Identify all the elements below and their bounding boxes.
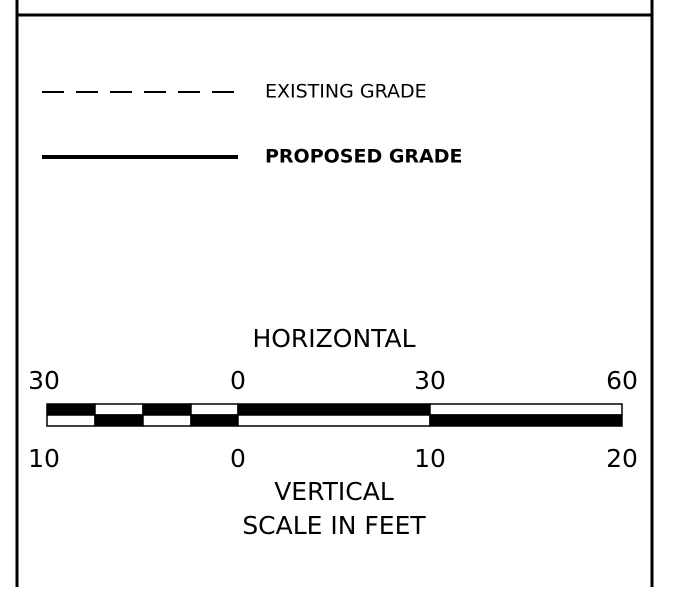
legend-label: PROPOSED GRADE [265,146,463,168]
bar-segment [237,403,431,416]
bar-segment [429,414,623,427]
bar-segment [237,414,431,427]
scale-title: VERTICAL [274,477,394,506]
tick-label: 10 [28,444,60,473]
tick-label: 30 [414,366,446,395]
scale-caption: SCALE IN FEET [242,511,426,540]
scale-title: HORIZONTAL [252,324,415,353]
bar-segment [142,403,192,416]
scale-bar [46,403,623,427]
tick-label: 20 [606,444,638,473]
bar-segment [46,403,96,416]
bar-segment [46,414,96,427]
tick-label: 0 [230,366,246,395]
bar-segment [190,414,239,427]
bar-segment [94,403,144,416]
tick-label: 60 [606,366,638,395]
bar-segment [94,414,144,427]
bar-segment [429,403,623,416]
tick-label: 30 [28,366,60,395]
tick-label: 10 [414,444,446,473]
tick-label: 0 [230,444,246,473]
bar-segment [142,414,192,427]
bar-segment [190,403,239,416]
legend-label: EXISTING GRADE [265,81,427,103]
